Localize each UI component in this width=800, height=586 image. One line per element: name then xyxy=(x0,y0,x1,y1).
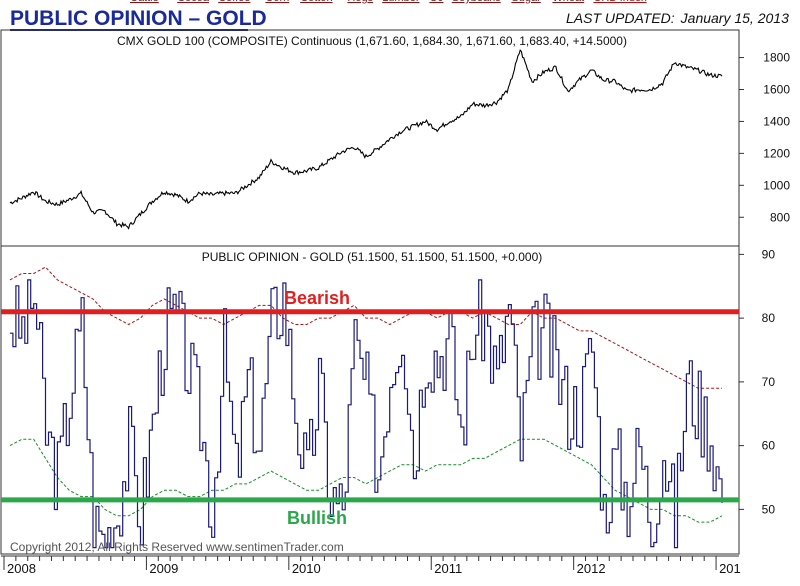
x-year-label: 2009 xyxy=(149,561,178,576)
nav-link: Sugar xyxy=(511,0,541,4)
nav-link: Soybeans xyxy=(452,0,501,4)
sentiment-y-tick-label: 60 xyxy=(762,439,776,453)
page-title: PUBLIC OPINION – GOLD xyxy=(10,7,267,30)
nav-link: OJ xyxy=(429,0,443,4)
gold-price-line xyxy=(9,48,723,230)
nav-link: Corn xyxy=(265,0,289,4)
bearish-label: Bearish xyxy=(284,288,350,308)
price-y-tick-label: 1000 xyxy=(763,178,790,192)
lower-band-line xyxy=(9,438,723,523)
bullish-label: Bullish xyxy=(287,508,347,528)
sentiment-panel: PUBLIC OPINION - GOLD (51.1500, 51.1500,… xyxy=(1,247,776,549)
price-y-tick-label: 1200 xyxy=(763,146,790,160)
copyright-text: Copyright 2012, All Rights Reserved www.… xyxy=(10,540,344,554)
nav-link: Cattle xyxy=(130,0,159,4)
sentiment-y-tick-label: 80 xyxy=(762,311,776,325)
price-y-tick-label: 800 xyxy=(770,210,790,224)
nav-link: CRB Index xyxy=(593,0,647,4)
nav-link: Hogs xyxy=(347,0,373,4)
x-year-label: 2011 xyxy=(434,561,462,576)
price-panel: CMX GOLD 100 (COMPOSITE) Continuous (1,6… xyxy=(9,34,790,230)
last-updated-date: January 15, 2013 xyxy=(680,10,789,26)
sentiment-y-tick-label: 90 xyxy=(762,247,776,261)
chart-frame xyxy=(0,29,740,555)
sentiment-line xyxy=(9,279,723,549)
nav-link: Cocoa xyxy=(177,0,210,4)
sentiment-y-tick-label: 70 xyxy=(762,375,776,389)
upper-band-line xyxy=(9,266,722,389)
price-chart-title: CMX GOLD 100 (COMPOSITE) Continuous (1,6… xyxy=(117,34,627,48)
nav-link: Coffee xyxy=(218,0,250,4)
last-updated-label: LAST UPDATED: xyxy=(566,10,675,26)
sentiment-y-tick-label: 50 xyxy=(762,502,776,516)
x-year-label: 2008 xyxy=(7,561,36,576)
x-axis: 2008 2009 2010 2011 2012 201 xyxy=(1,555,741,576)
nav-link: Lumber xyxy=(382,0,420,4)
x-year-label: 2012 xyxy=(577,561,606,576)
x-year-label: 2010 xyxy=(292,561,321,576)
nav-link: Cotton xyxy=(300,0,332,4)
nav-links: Cattle Cocoa Coffee Corn Cotton Hogs Lumber OJ S… xyxy=(130,0,647,4)
price-y-tick-label: 1400 xyxy=(763,114,790,128)
price-y-tick-label: 1800 xyxy=(763,51,790,65)
nav-link: Wheat xyxy=(552,0,584,4)
price-y-tick-label: 1600 xyxy=(763,82,790,96)
x-year-label: 201 xyxy=(719,561,741,576)
last-updated: LAST UPDATED: January 15, 2013 xyxy=(566,10,789,26)
sentiment-chart-title: PUBLIC OPINION - GOLD (51.1500, 51.1500,… xyxy=(202,250,543,264)
